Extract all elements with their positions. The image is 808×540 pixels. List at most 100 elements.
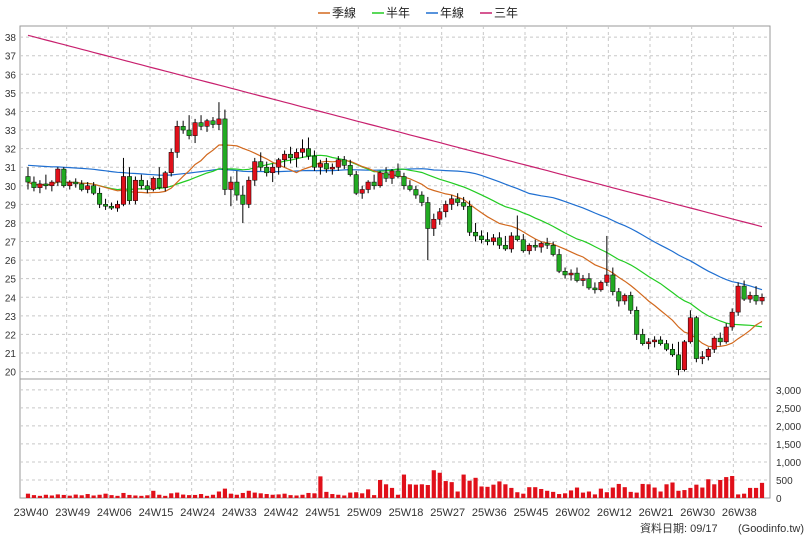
candle-body bbox=[687, 317, 693, 343]
volume-bar bbox=[401, 474, 407, 498]
candle-body bbox=[389, 170, 395, 179]
volume-bar bbox=[121, 492, 126, 498]
volume-bar bbox=[634, 492, 639, 498]
volume-bar bbox=[395, 494, 401, 498]
price-tick-label: 26 bbox=[5, 256, 17, 267]
volume-bar bbox=[157, 494, 162, 498]
moving-average-lines bbox=[27, 34, 763, 348]
price-tick-label: 22 bbox=[5, 330, 17, 341]
candle-body bbox=[294, 152, 300, 159]
volume-tick-label: 500 bbox=[776, 476, 793, 487]
legend: 季線 半年 年線 三年 bbox=[318, 5, 518, 20]
volume-bar bbox=[336, 494, 341, 498]
candle-body bbox=[252, 161, 258, 181]
volume-bar bbox=[467, 480, 472, 498]
price-tick-label: 25 bbox=[5, 275, 17, 286]
volume-bar bbox=[49, 495, 54, 498]
x-tick-label: 24W24 bbox=[180, 507, 215, 519]
candle-body bbox=[741, 285, 747, 300]
candle-body bbox=[85, 185, 91, 190]
volume-bar bbox=[103, 493, 108, 498]
volume-bar bbox=[145, 495, 150, 498]
volume-bar bbox=[97, 494, 102, 498]
volume-bar bbox=[503, 484, 508, 498]
volume-bar bbox=[163, 495, 168, 498]
volume-bar bbox=[377, 479, 383, 498]
candle-body bbox=[198, 122, 204, 127]
candle-body bbox=[580, 278, 586, 281]
price-tick-label: 34 bbox=[5, 107, 17, 118]
candle-body bbox=[91, 185, 97, 194]
candle-body bbox=[693, 317, 699, 359]
volume-bar bbox=[747, 487, 753, 498]
candle-body bbox=[622, 295, 628, 302]
volume-bar bbox=[198, 494, 204, 498]
volume-bar bbox=[354, 492, 359, 498]
price-tick-label: 37 bbox=[5, 52, 17, 63]
candle-body bbox=[562, 270, 568, 276]
candle-body bbox=[383, 172, 389, 179]
price-axis: 20 21 22 23 24 25 26 27 28 29 30 31 32 33 34 35 36 37 38 bbox=[5, 33, 17, 378]
candle-body bbox=[132, 179, 138, 201]
candle-body bbox=[413, 189, 419, 196]
legend-label: 三年 bbox=[494, 6, 518, 20]
volume-bar bbox=[598, 488, 603, 498]
volume-bar bbox=[216, 491, 222, 498]
volume-bar bbox=[676, 490, 681, 498]
x-axis: 23W40 23W49 24W06 24W15 24W24 24W33 24W42 24W51… bbox=[14, 507, 757, 519]
candle-body bbox=[532, 244, 538, 248]
volume-bar bbox=[712, 484, 717, 498]
volume-bar bbox=[539, 488, 544, 498]
volume-bar bbox=[736, 494, 741, 498]
volume-bar bbox=[127, 494, 132, 498]
candle-body bbox=[479, 235, 485, 240]
candle-body bbox=[711, 337, 717, 350]
candle-body bbox=[37, 183, 43, 188]
candle-body bbox=[407, 185, 413, 190]
candle-body bbox=[461, 202, 467, 207]
volume-bar bbox=[407, 484, 413, 498]
volume-bar bbox=[175, 492, 180, 498]
volume-bar bbox=[551, 491, 556, 498]
volume-bar bbox=[568, 490, 574, 498]
x-tick-label: 24W51 bbox=[305, 507, 340, 519]
volume-bar bbox=[169, 493, 174, 498]
x-tick-label: 25W18 bbox=[389, 507, 424, 519]
volume-bar bbox=[670, 482, 675, 498]
legend-label: 季線 bbox=[332, 5, 356, 20]
candle-body bbox=[288, 153, 294, 159]
volume-bar bbox=[753, 487, 759, 498]
volume-tick-label: 0 bbox=[776, 494, 782, 505]
candle-body bbox=[353, 174, 359, 194]
volume-bar bbox=[181, 494, 186, 498]
candle-body bbox=[323, 163, 329, 170]
candlesticks bbox=[25, 102, 765, 376]
volume-bar bbox=[342, 495, 347, 498]
candle-body bbox=[371, 181, 377, 187]
candle-body bbox=[144, 185, 150, 190]
candle-body bbox=[556, 254, 562, 272]
candle-body bbox=[592, 287, 598, 291]
volume-bar bbox=[515, 492, 520, 498]
volume-bar bbox=[210, 494, 216, 498]
volume-bar bbox=[682, 490, 687, 498]
volume-bar bbox=[246, 490, 251, 498]
volume-bar bbox=[437, 472, 442, 498]
legend-label: 半年 bbox=[386, 6, 410, 20]
volume-bar bbox=[473, 477, 478, 498]
candle-body bbox=[246, 179, 252, 205]
volume-bar bbox=[187, 495, 192, 498]
x-tick-label: 26W30 bbox=[680, 507, 715, 519]
candle-body bbox=[473, 231, 479, 237]
candle-body bbox=[395, 170, 401, 177]
candle-body bbox=[467, 205, 473, 233]
volume-tick-label: 1,500 bbox=[776, 440, 801, 451]
volume-bar bbox=[443, 481, 448, 498]
candle-body bbox=[699, 356, 705, 359]
volume-bar bbox=[497, 481, 502, 498]
volume-bar bbox=[521, 493, 526, 498]
volume-bar bbox=[616, 483, 621, 498]
volume-bar bbox=[718, 479, 723, 498]
volume-bar bbox=[419, 484, 424, 498]
price-tick-label: 21 bbox=[5, 349, 17, 360]
